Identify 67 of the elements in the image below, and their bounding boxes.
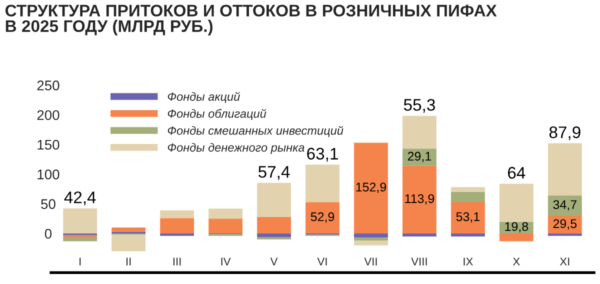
bar	[402, 148, 436, 166]
bar	[257, 233, 291, 238]
bar	[450, 187, 485, 192]
bar	[63, 208, 98, 234]
chart-title: СТРУКТУРА ПРИТОКОВ И ОТТОКОВ В РОЗНИЧНЫХ ПИФАХ В 2025 ГОДУ (МЛРД РУБ.)	[5, 4, 497, 36]
bar	[402, 166, 436, 234]
bar	[112, 234, 146, 252]
x-tick-label: X	[512, 258, 520, 266]
y-tick-label: 200	[37, 110, 60, 120]
data-label: 55,3	[404, 98, 435, 113]
x-tick-label: II	[126, 258, 131, 266]
bar	[354, 233, 388, 238]
bar	[306, 202, 340, 234]
data-label: 29,5	[553, 219, 577, 230]
data-label: 64	[508, 166, 526, 179]
bar	[63, 237, 98, 242]
y-tick-label: 250	[37, 80, 60, 90]
data-label: 19,8	[505, 222, 528, 232]
bar	[354, 142, 388, 234]
x-tick-label: VIII	[411, 258, 427, 266]
bar	[402, 233, 436, 236]
data-label: 57,4	[258, 166, 290, 180]
bar	[499, 233, 534, 242]
bar	[112, 228, 146, 232]
bar	[208, 218, 243, 234]
x-tick-label: XI	[560, 258, 570, 266]
data-label: 34,7	[553, 200, 576, 211]
bar	[160, 233, 194, 236]
bar	[450, 202, 485, 234]
legend-label: Фонды облигаций	[168, 108, 266, 120]
data-label: 42,4	[64, 191, 96, 206]
bar	[499, 184, 534, 222]
x-tick-label: VII	[364, 258, 377, 266]
y-tick-label: 100	[38, 170, 60, 180]
bar	[160, 210, 194, 218]
data-label: 152,9	[356, 182, 386, 193]
data-label: 52,9	[310, 212, 334, 223]
data-label: 53,1	[456, 212, 480, 223]
data-label: 29,1	[408, 152, 432, 162]
bar	[306, 164, 340, 202]
legend-label: Фонды денежного рынка	[168, 143, 304, 154]
x-tick-label: IV	[221, 258, 231, 266]
bar	[257, 182, 291, 217]
bar	[354, 238, 388, 241]
y-tick-label: 50	[41, 199, 56, 209]
bar	[548, 233, 582, 236]
bar	[450, 192, 485, 202]
data-label: 113,9	[405, 194, 434, 205]
data-label: 63,1	[307, 148, 338, 162]
x-tick-label: V	[270, 258, 278, 266]
bar	[402, 116, 436, 149]
y-tick-label: 150	[38, 140, 60, 150]
data-label: 87,9	[549, 126, 580, 140]
bar	[548, 143, 582, 196]
x-tick-label: IX	[464, 258, 473, 266]
x-tick-label: I	[80, 258, 81, 266]
bar	[208, 208, 243, 219]
bar	[450, 233, 485, 236]
bar	[257, 216, 291, 234]
bar	[548, 195, 582, 216]
legend-label: Фонды акций	[168, 92, 240, 104]
x-tick-label: III	[173, 258, 181, 266]
x-tick-label: VI	[317, 258, 327, 266]
bar	[354, 240, 388, 246]
bar	[160, 218, 194, 234]
legend-label: Фонды смешанных инвестиций	[168, 126, 344, 138]
y-tick-label: 0	[44, 228, 52, 239]
